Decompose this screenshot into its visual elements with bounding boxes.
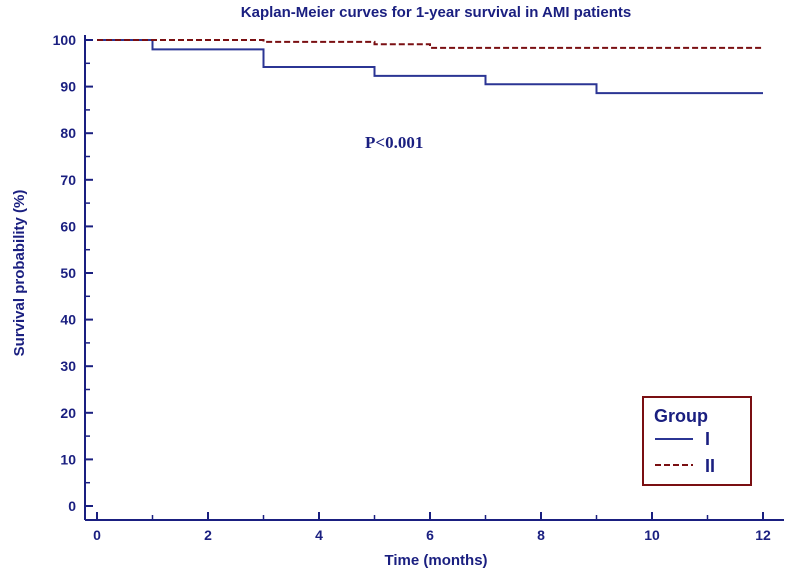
x-tick-label: 8 xyxy=(537,527,545,543)
x-tick-label: 0 xyxy=(93,527,101,543)
x-tick-label: 2 xyxy=(204,527,212,543)
survival-curve-group-ii xyxy=(97,39,763,49)
p-value-annotation: P<0.001 xyxy=(365,133,423,152)
y-tick-label: 40 xyxy=(60,312,76,328)
y-tick-label: 10 xyxy=(60,451,76,467)
y-tick-label: 100 xyxy=(53,32,77,48)
survival-curve-group-i xyxy=(97,39,763,95)
x-tick-label: 10 xyxy=(644,527,660,543)
x-axis-ticks: 0 2 4 6 8 10 12 xyxy=(93,512,771,543)
y-tick-label: 50 xyxy=(60,265,76,281)
x-tick-label: 12 xyxy=(755,527,771,543)
x-axis-label: Time (months) xyxy=(384,552,487,569)
y-tick-label: 20 xyxy=(60,405,76,421)
x-tick-label: 6 xyxy=(426,527,434,543)
y-axis-label: Survival probability (%) xyxy=(11,190,28,357)
legend-label-group-i: I xyxy=(705,429,710,449)
legend: Group I II xyxy=(642,396,752,486)
y-axis-ticks: 0 10 20 30 40 50 60 70 80 90 100 xyxy=(53,32,93,514)
y-tick-label: 30 xyxy=(60,358,76,374)
plot-frame xyxy=(84,35,784,521)
y-tick-label: 80 xyxy=(60,125,76,141)
chart-title: Kaplan-Meier curves for 1-year survival … xyxy=(241,4,631,21)
legend-label-group-ii: II xyxy=(705,456,715,476)
y-tick-label: 0 xyxy=(68,498,76,514)
survival-curves xyxy=(97,39,763,95)
x-tick-label: 4 xyxy=(315,527,323,543)
legend-title: Group xyxy=(654,406,708,426)
y-tick-label: 90 xyxy=(60,79,76,95)
y-tick-label: 70 xyxy=(60,172,76,188)
y-tick-label: 60 xyxy=(60,218,76,234)
legend-box xyxy=(642,396,752,486)
